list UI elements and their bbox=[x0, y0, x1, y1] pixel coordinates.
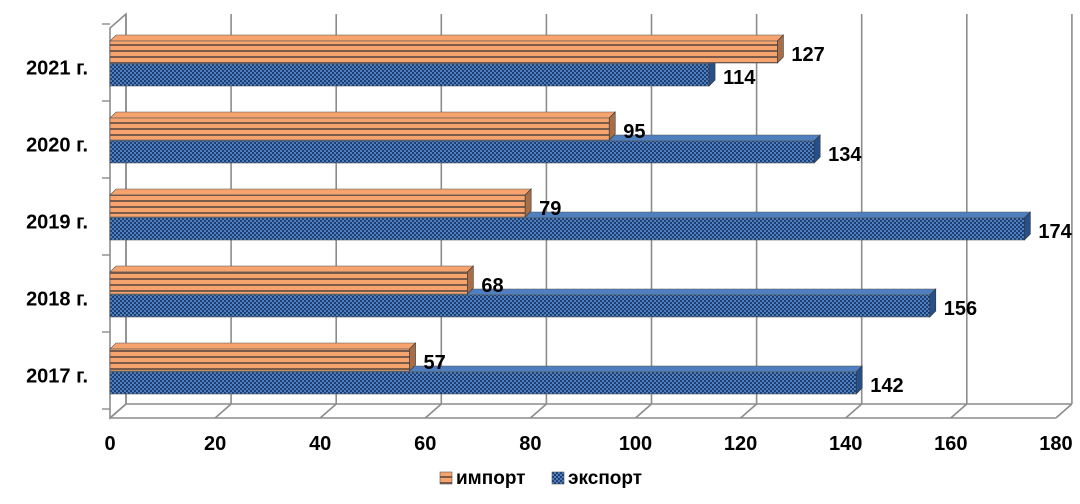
floor-gridline bbox=[424, 403, 442, 419]
bar-import-0-label: 57 bbox=[424, 352, 446, 374]
floor-gridline bbox=[1055, 403, 1073, 419]
legend: импорт экспорт bbox=[439, 468, 642, 489]
bar-import-2-front bbox=[109, 194, 526, 218]
bar-export-2-side bbox=[1024, 211, 1031, 241]
bar-import-1-label: 68 bbox=[481, 275, 503, 297]
bars bbox=[109, 34, 1032, 395]
floor-gridline bbox=[529, 403, 547, 419]
legend-label-import: импорт bbox=[456, 468, 525, 489]
bar-import-2-side bbox=[524, 188, 532, 218]
bar-import-4-top bbox=[109, 34, 785, 42]
x-tick-label: 20 bbox=[204, 433, 226, 455]
bar-export-4-front bbox=[109, 63, 710, 87]
bar-export-3-front bbox=[109, 140, 815, 164]
floor-gridline bbox=[634, 403, 653, 419]
bar-export-2-front bbox=[109, 217, 1025, 241]
floor-gridline bbox=[319, 403, 337, 419]
legend-swatch-import bbox=[439, 471, 453, 485]
bar-export-0-label: 142 bbox=[870, 375, 903, 397]
bar-import-3-label: 95 bbox=[623, 121, 645, 143]
x-tick-label: 100 bbox=[619, 433, 652, 455]
bar-import-0-front bbox=[109, 348, 410, 372]
category-label: 2018 г. bbox=[26, 289, 88, 311]
bar-import-4 bbox=[109, 34, 785, 64]
x-tick-label: 180 bbox=[1039, 433, 1072, 455]
floor-gridline bbox=[740, 403, 758, 419]
legend-swatch-export bbox=[551, 471, 565, 485]
bar-import-3-top bbox=[109, 111, 616, 119]
bar-export-0-front bbox=[109, 371, 857, 395]
bar-import-1-side bbox=[467, 265, 474, 295]
labels: 0 20 40 60 80 100 120 140 160 180 142 57 2017 г. 156 6… bbox=[26, 44, 1073, 455]
bar-import-2-top bbox=[109, 188, 532, 196]
x-tick-label: 140 bbox=[829, 433, 862, 455]
x-tick-label: 160 bbox=[934, 433, 967, 455]
floor-gridline bbox=[845, 403, 863, 419]
legend-label-export: экспорт bbox=[568, 468, 642, 489]
bar-import-0 bbox=[109, 342, 417, 372]
floor-gridline bbox=[950, 403, 968, 419]
bar-import-1 bbox=[109, 265, 475, 295]
bar-import-2 bbox=[109, 188, 532, 218]
category-label: 2020 г. bbox=[26, 135, 88, 157]
bar-export-3-side bbox=[813, 134, 821, 164]
bar-export-4-label: 114 bbox=[723, 67, 756, 89]
x-tick-label: 60 bbox=[414, 433, 436, 455]
bar-export-3-label: 134 bbox=[828, 144, 862, 166]
bar-import-4-label: 127 bbox=[791, 44, 824, 66]
category-label: 2019 г. bbox=[26, 212, 88, 234]
bar-export-0-side bbox=[855, 365, 863, 395]
category-label: 2021 г. bbox=[26, 58, 88, 80]
category-label: 2017 г. bbox=[26, 366, 88, 388]
bar-import-2-label: 79 bbox=[539, 198, 561, 220]
bar-export-1-label: 156 bbox=[944, 298, 977, 320]
bar-import-0-top bbox=[109, 342, 417, 350]
bar-import-3 bbox=[109, 111, 616, 141]
bar-import-1-top bbox=[109, 265, 475, 273]
bar-import-1-front bbox=[109, 271, 468, 295]
floor-gridline bbox=[214, 403, 232, 419]
bar-import-0-side bbox=[409, 342, 416, 372]
bar-import-4-side bbox=[777, 34, 784, 64]
bar-export-2-label: 174 bbox=[1038, 221, 1072, 243]
bar-import-3-side bbox=[608, 111, 616, 141]
x-tick-label: 120 bbox=[724, 433, 757, 455]
bar-import-4-front bbox=[109, 40, 778, 64]
bar-export-1-side bbox=[929, 288, 937, 318]
bar-export-1-front bbox=[109, 294, 931, 318]
bar-import-3-front bbox=[109, 117, 610, 141]
x-tick-label: 0 bbox=[104, 433, 115, 455]
x-tick-label: 80 bbox=[519, 433, 541, 455]
x-tick-label: 40 bbox=[309, 433, 331, 455]
